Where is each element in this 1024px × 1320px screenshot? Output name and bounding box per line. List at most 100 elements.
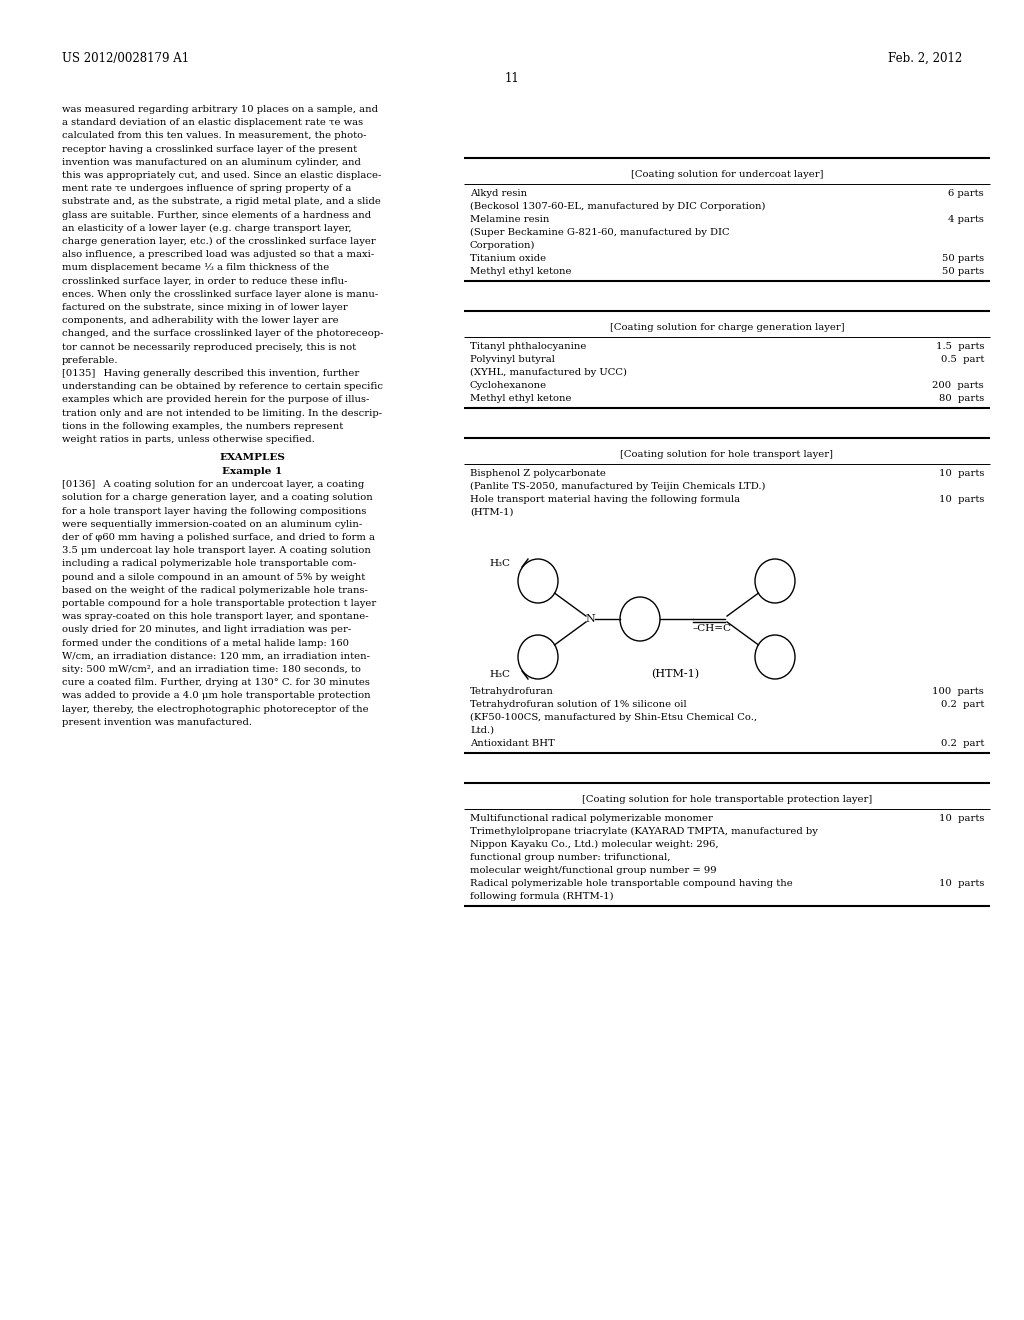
Text: a standard deviation of an elastic displacement rate τe was: a standard deviation of an elastic displ… xyxy=(62,119,364,127)
Text: 3.5 μm undercoat lay hole transport layer. A coating solution: 3.5 μm undercoat lay hole transport laye… xyxy=(62,546,371,556)
Text: (Panlite TS-2050, manufactured by Teijin Chemicals LTD.): (Panlite TS-2050, manufactured by Teijin… xyxy=(470,482,766,491)
Text: Bisphenol Z polycarbonate: Bisphenol Z polycarbonate xyxy=(470,469,606,478)
Text: Titanyl phthalocyanine: Titanyl phthalocyanine xyxy=(470,342,587,351)
Text: Cyclohexanone: Cyclohexanone xyxy=(470,381,547,389)
Text: (Super Beckamine G-821-60, manufactured by DIC: (Super Beckamine G-821-60, manufactured … xyxy=(470,228,730,238)
Text: Methyl ethyl ketone: Methyl ethyl ketone xyxy=(470,393,571,403)
Text: 4 parts: 4 parts xyxy=(948,215,984,224)
Text: 50 parts: 50 parts xyxy=(942,253,984,263)
Text: was measured regarding arbitrary 10 places on a sample, and: was measured regarding arbitrary 10 plac… xyxy=(62,106,378,114)
Text: US 2012/0028179 A1: US 2012/0028179 A1 xyxy=(62,51,189,65)
Text: 0.2  part: 0.2 part xyxy=(941,739,984,748)
Text: also influence, a prescribed load was adjusted so that a maxi-: also influence, a prescribed load was ad… xyxy=(62,251,374,259)
Text: (HTM-1): (HTM-1) xyxy=(470,508,513,517)
Text: understanding can be obtained by reference to certain specific: understanding can be obtained by referen… xyxy=(62,383,383,391)
Text: solution for a charge generation layer, and a coating solution: solution for a charge generation layer, … xyxy=(62,494,373,503)
Text: Titanium oxide: Titanium oxide xyxy=(470,253,546,263)
Text: substrate and, as the substrate, a rigid metal plate, and a slide: substrate and, as the substrate, a rigid… xyxy=(62,198,381,206)
Text: crosslinked surface layer, in order to reduce these influ-: crosslinked surface layer, in order to r… xyxy=(62,277,347,285)
Text: layer, thereby, the electrophotographic photoreceptor of the: layer, thereby, the electrophotographic … xyxy=(62,705,369,714)
Text: molecular weight/functional group number = 99: molecular weight/functional group number… xyxy=(470,866,717,875)
Text: was spray-coated on this hole transport layer, and spontane-: was spray-coated on this hole transport … xyxy=(62,612,369,622)
Text: Tetrahydrofuran solution of 1% silicone oil: Tetrahydrofuran solution of 1% silicone … xyxy=(470,700,687,709)
Text: Tetrahydrofuran: Tetrahydrofuran xyxy=(470,686,554,696)
Text: (KF50-100CS, manufactured by Shin-Etsu Chemical Co.,: (KF50-100CS, manufactured by Shin-Etsu C… xyxy=(470,713,757,722)
Text: [Coating solution for hole transport layer]: [Coating solution for hole transport lay… xyxy=(621,450,834,459)
Text: 6 parts: 6 parts xyxy=(948,189,984,198)
Text: Feb. 2, 2012: Feb. 2, 2012 xyxy=(888,51,962,65)
Text: Melamine resin: Melamine resin xyxy=(470,215,549,224)
Text: H₃C: H₃C xyxy=(489,558,510,568)
Text: mum displacement became ⅓ a film thickness of the: mum displacement became ⅓ a film thickne… xyxy=(62,264,330,272)
Text: N: N xyxy=(585,614,595,624)
Text: [0136]  A coating solution for an undercoat layer, a coating: [0136] A coating solution for an underco… xyxy=(62,480,365,490)
Text: cure a coated film. Further, drying at 130° C. for 30 minutes: cure a coated film. Further, drying at 1… xyxy=(62,678,370,688)
Text: present invention was manufactured.: present invention was manufactured. xyxy=(62,718,252,727)
Text: for a hole transport layer having the following compositions: for a hole transport layer having the fo… xyxy=(62,507,367,516)
Text: tration only and are not intended to be limiting. In the descrip-: tration only and are not intended to be … xyxy=(62,409,382,417)
Text: der of φ60 mm having a polished surface, and dried to form a: der of φ60 mm having a polished surface,… xyxy=(62,533,375,543)
Text: Example 1: Example 1 xyxy=(222,467,283,477)
Text: ences. When only the crosslinked surface layer alone is manu-: ences. When only the crosslinked surface… xyxy=(62,290,378,298)
Text: including a radical polymerizable hole transportable com-: including a radical polymerizable hole t… xyxy=(62,560,356,569)
Text: Trimethylolpropane triacrylate (KAYARAD TMPTA, manufactured by: Trimethylolpropane triacrylate (KAYARAD … xyxy=(470,828,818,836)
Text: 80  parts: 80 parts xyxy=(939,393,984,403)
Text: H₃C: H₃C xyxy=(489,671,510,678)
Text: 0.5  part: 0.5 part xyxy=(941,355,984,364)
Text: 10  parts: 10 parts xyxy=(939,814,984,822)
Text: functional group number: trifunctional,: functional group number: trifunctional, xyxy=(470,853,671,862)
Text: Ltd.): Ltd.) xyxy=(470,726,495,735)
Text: sity: 500 mW/cm², and an irradiation time: 180 seconds, to: sity: 500 mW/cm², and an irradiation tim… xyxy=(62,665,360,675)
Text: Methyl ethyl ketone: Methyl ethyl ketone xyxy=(470,267,571,276)
Text: Corporation): Corporation) xyxy=(470,242,536,249)
Text: W/cm, an irradiation distance: 120 mm, an irradiation inten-: W/cm, an irradiation distance: 120 mm, a… xyxy=(62,652,370,661)
Text: [Coating solution for charge generation layer]: [Coating solution for charge generation … xyxy=(609,323,845,333)
Text: EXAMPLES: EXAMPLES xyxy=(219,453,285,462)
Text: (Beckosol 1307-60-EL, manufactured by DIC Corporation): (Beckosol 1307-60-EL, manufactured by DI… xyxy=(470,202,766,211)
Text: Multifunctional radical polymerizable monomer: Multifunctional radical polymerizable mo… xyxy=(470,814,713,822)
Text: Nippon Kayaku Co., Ltd.) molecular weight: 296,: Nippon Kayaku Co., Ltd.) molecular weigh… xyxy=(470,840,719,849)
Text: factured on the substrate, since mixing in of lower layer: factured on the substrate, since mixing … xyxy=(62,304,348,312)
Text: ment rate τe undergoes influence of spring property of a: ment rate τe undergoes influence of spri… xyxy=(62,185,351,193)
Text: 10  parts: 10 parts xyxy=(939,879,984,888)
Text: following formula (RHTM-1): following formula (RHTM-1) xyxy=(470,892,613,902)
Text: pound and a silole compound in an amount of 5% by weight: pound and a silole compound in an amount… xyxy=(62,573,366,582)
Text: Antioxidant BHT: Antioxidant BHT xyxy=(470,739,555,748)
Text: (XYHL, manufactured by UCC): (XYHL, manufactured by UCC) xyxy=(470,368,627,378)
Text: [0135]  Having generally described this invention, further: [0135] Having generally described this i… xyxy=(62,370,359,378)
Text: 10  parts: 10 parts xyxy=(939,469,984,478)
Text: formed under the conditions of a metal halide lamp: 160: formed under the conditions of a metal h… xyxy=(62,639,349,648)
Text: Radical polymerizable hole transportable compound having the: Radical polymerizable hole transportable… xyxy=(470,879,793,888)
Text: [Coating solution for undercoat layer]: [Coating solution for undercoat layer] xyxy=(631,170,823,180)
Text: 11: 11 xyxy=(505,73,519,84)
Text: Alkyd resin: Alkyd resin xyxy=(470,189,527,198)
Text: (HTM-1): (HTM-1) xyxy=(651,669,699,680)
Text: were sequentially immersion-coated on an aluminum cylin-: were sequentially immersion-coated on an… xyxy=(62,520,362,529)
Text: components, and adherability with the lower layer are: components, and adherability with the lo… xyxy=(62,317,339,325)
Text: tor cannot be necessarily reproduced precisely, this is not: tor cannot be necessarily reproduced pre… xyxy=(62,343,356,351)
Text: Hole transport material having the following formula: Hole transport material having the follo… xyxy=(470,495,740,504)
Text: based on the weight of the radical polymerizable hole trans-: based on the weight of the radical polym… xyxy=(62,586,368,595)
Text: –CH=C: –CH=C xyxy=(693,624,732,634)
Text: [Coating solution for hole transportable protection layer]: [Coating solution for hole transportable… xyxy=(582,795,872,804)
Text: 0.2  part: 0.2 part xyxy=(941,700,984,709)
Text: an elasticity of a lower layer (e.g. charge transport layer,: an elasticity of a lower layer (e.g. cha… xyxy=(62,224,351,232)
Text: 10  parts: 10 parts xyxy=(939,495,984,504)
Text: preferable.: preferable. xyxy=(62,356,119,364)
Text: glass are suitable. Further, since elements of a hardness and: glass are suitable. Further, since eleme… xyxy=(62,211,371,219)
Text: 1.5  parts: 1.5 parts xyxy=(936,342,984,351)
Text: 50 parts: 50 parts xyxy=(942,267,984,276)
Text: charge generation layer, etc.) of the crosslinked surface layer: charge generation layer, etc.) of the cr… xyxy=(62,238,376,246)
Text: tions in the following examples, the numbers represent: tions in the following examples, the num… xyxy=(62,422,343,430)
Text: receptor having a crosslinked surface layer of the present: receptor having a crosslinked surface la… xyxy=(62,145,357,153)
Text: calculated from this ten values. In measurement, the photo-: calculated from this ten values. In meas… xyxy=(62,132,367,140)
Text: changed, and the surface crosslinked layer of the photoreceop-: changed, and the surface crosslinked lay… xyxy=(62,330,384,338)
Text: portable compound for a hole transportable protection t layer: portable compound for a hole transportab… xyxy=(62,599,376,609)
Text: examples which are provided herein for the purpose of illus-: examples which are provided herein for t… xyxy=(62,396,370,404)
Text: 200  parts: 200 parts xyxy=(933,381,984,389)
Text: was added to provide a 4.0 μm hole transportable protection: was added to provide a 4.0 μm hole trans… xyxy=(62,692,371,701)
Text: ously dried for 20 minutes, and light irradiation was per-: ously dried for 20 minutes, and light ir… xyxy=(62,626,351,635)
Text: weight ratios in parts, unless otherwise specified.: weight ratios in parts, unless otherwise… xyxy=(62,436,314,444)
Text: invention was manufactured on an aluminum cylinder, and: invention was manufactured on an aluminu… xyxy=(62,158,360,166)
Text: this was appropriately cut, and used. Since an elastic displace-: this was appropriately cut, and used. Si… xyxy=(62,172,381,180)
